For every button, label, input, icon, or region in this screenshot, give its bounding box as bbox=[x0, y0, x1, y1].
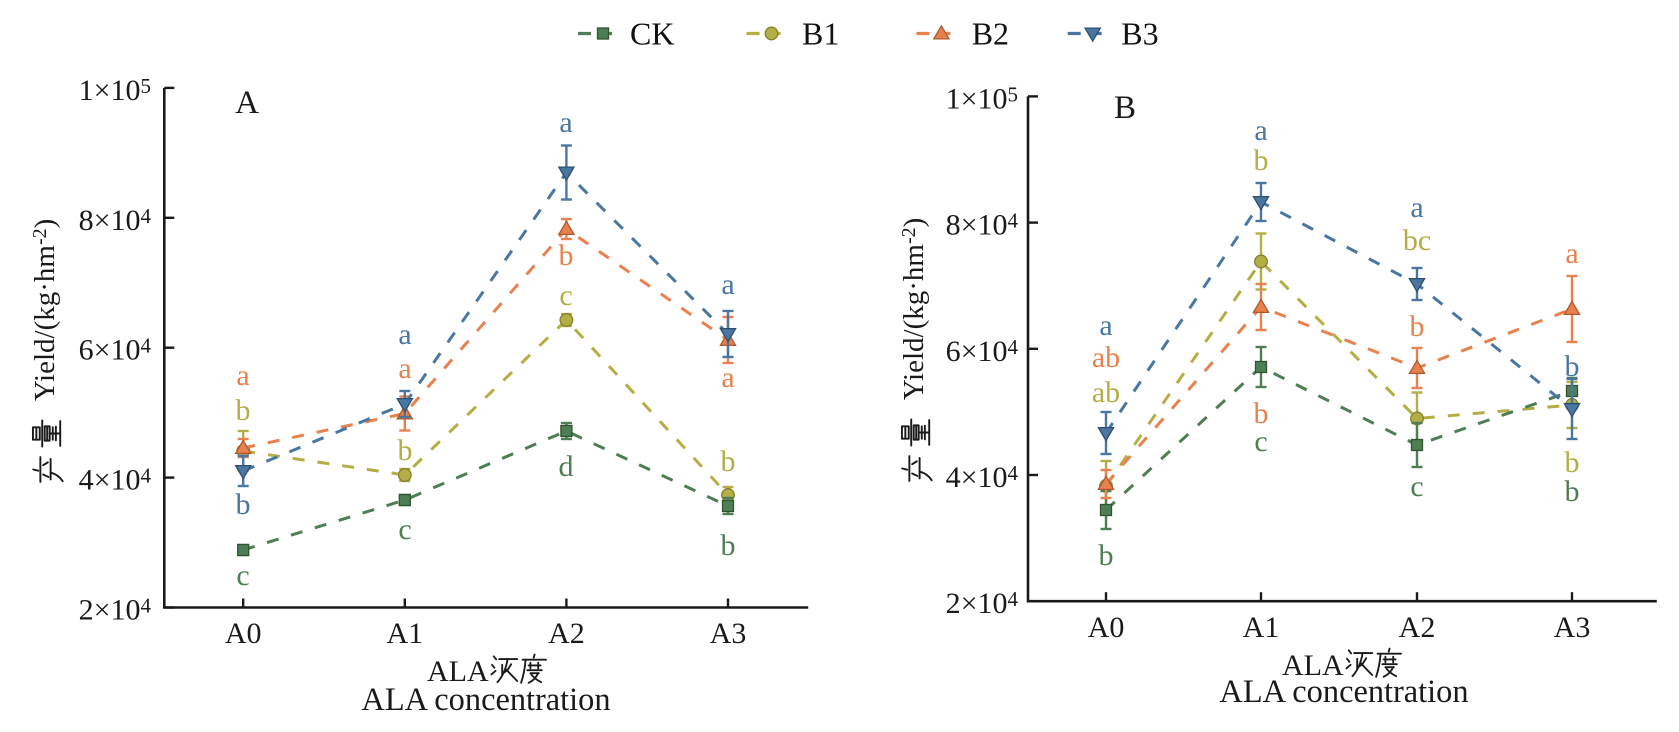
svg-text:b: b bbox=[1565, 350, 1580, 383]
svg-text:c: c bbox=[236, 559, 249, 592]
svg-text:A: A bbox=[235, 85, 259, 121]
svg-text:c: c bbox=[398, 513, 411, 546]
svg-text:a: a bbox=[1410, 191, 1423, 224]
svg-text:d: d bbox=[559, 450, 574, 483]
svg-text:6×104: 6×104 bbox=[79, 334, 152, 367]
svg-text:A3: A3 bbox=[710, 617, 747, 650]
svg-text:ALA: ALA bbox=[427, 655, 489, 688]
svg-text:1×105: 1×105 bbox=[79, 74, 151, 107]
svg-text:b: b bbox=[559, 239, 574, 272]
svg-text:c: c bbox=[1410, 470, 1423, 503]
svg-text:a: a bbox=[1099, 309, 1112, 342]
svg-text:6×104: 6×104 bbox=[946, 335, 1019, 368]
svg-text:1×105: 1×105 bbox=[946, 82, 1018, 115]
svg-text:a: a bbox=[398, 352, 411, 385]
svg-text:B3: B3 bbox=[1121, 16, 1158, 52]
svg-text:4×104: 4×104 bbox=[946, 461, 1019, 494]
svg-text:a: a bbox=[236, 359, 249, 392]
svg-text:B: B bbox=[1114, 90, 1136, 126]
svg-text:A3: A3 bbox=[1554, 611, 1591, 644]
svg-text:b: b bbox=[1565, 446, 1580, 479]
svg-text:A2: A2 bbox=[548, 617, 585, 650]
svg-text:ab: ab bbox=[1092, 341, 1120, 374]
svg-text:A1: A1 bbox=[1243, 611, 1280, 644]
svg-text:bc: bc bbox=[1403, 224, 1431, 257]
svg-text:Yield/(kg·hm-2): Yield/(kg·hm-2) bbox=[29, 219, 61, 402]
svg-text:b: b bbox=[721, 445, 736, 478]
svg-text:a: a bbox=[398, 318, 411, 351]
svg-text:a: a bbox=[721, 361, 734, 394]
svg-text:a: a bbox=[721, 268, 734, 301]
svg-text:2×104: 2×104 bbox=[946, 587, 1019, 620]
svg-text:b: b bbox=[721, 529, 736, 562]
svg-text:b: b bbox=[1099, 539, 1114, 572]
svg-text:b: b bbox=[1254, 144, 1269, 177]
svg-text:b: b bbox=[1254, 397, 1269, 430]
svg-text:A0: A0 bbox=[225, 617, 262, 650]
svg-text:8×104: 8×104 bbox=[946, 209, 1019, 242]
svg-text:4×104: 4×104 bbox=[79, 464, 152, 497]
svg-text:8×104: 8×104 bbox=[79, 204, 152, 237]
svg-text:b: b bbox=[1565, 475, 1580, 508]
svg-text:a: a bbox=[1254, 114, 1267, 147]
svg-text:A2: A2 bbox=[1399, 611, 1436, 644]
svg-text:ALA concentration: ALA concentration bbox=[361, 682, 610, 718]
svg-text:A0: A0 bbox=[1088, 611, 1125, 644]
svg-text:c: c bbox=[559, 279, 572, 312]
svg-text:a: a bbox=[1565, 237, 1578, 270]
svg-text:b: b bbox=[1410, 310, 1425, 343]
svg-text:ALA: ALA bbox=[1282, 649, 1344, 682]
svg-text:CK: CK bbox=[630, 16, 674, 52]
svg-text:b: b bbox=[236, 394, 251, 427]
svg-text:A1: A1 bbox=[386, 617, 423, 650]
svg-text:2×104: 2×104 bbox=[79, 594, 152, 627]
svg-text:b: b bbox=[398, 434, 413, 467]
svg-text:Yield/(kg·hm-2): Yield/(kg·hm-2) bbox=[898, 218, 930, 401]
svg-text:c: c bbox=[1254, 425, 1267, 458]
svg-text:b: b bbox=[236, 488, 251, 521]
svg-text:ALA concentration: ALA concentration bbox=[1219, 674, 1468, 710]
svg-text:B1: B1 bbox=[802, 16, 839, 52]
svg-text:a: a bbox=[559, 106, 572, 139]
svg-text:ab: ab bbox=[1092, 376, 1120, 409]
svg-text:B2: B2 bbox=[972, 16, 1009, 52]
